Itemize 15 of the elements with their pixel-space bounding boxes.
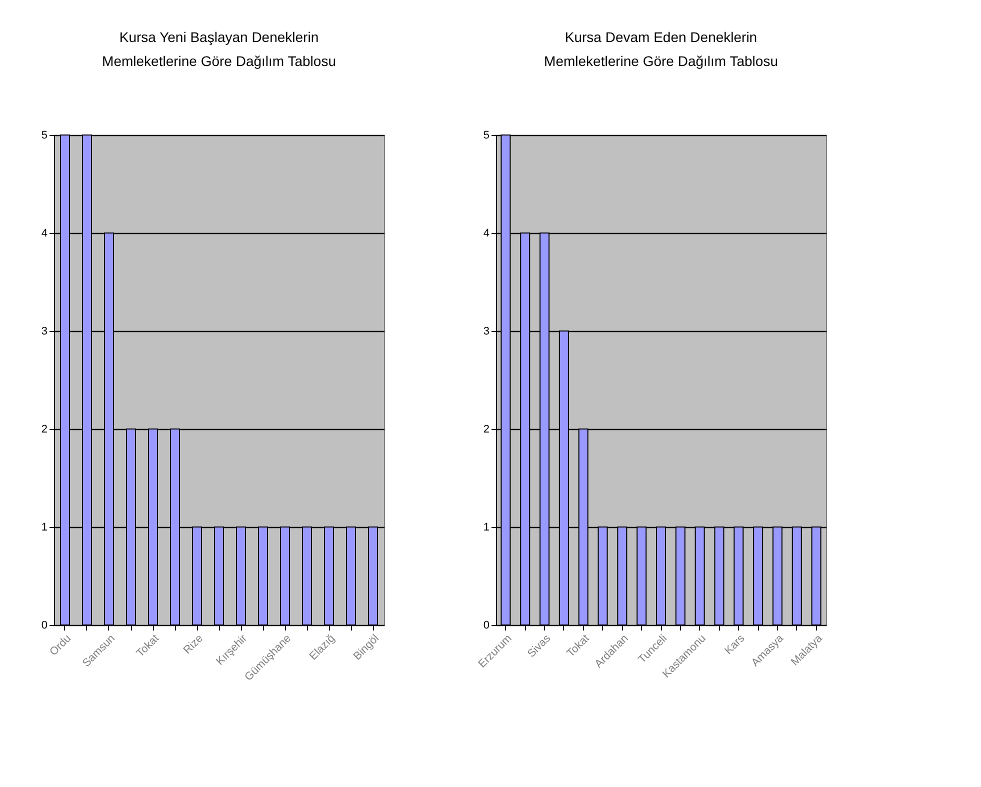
y-tick-label: 3 (41, 326, 48, 338)
y-tick-label: 2 (41, 424, 48, 436)
chart-title: Kursa Yeni Başlayan Deneklerin Memleketlerine Göre Dağılım Tablosu (102, 29, 336, 69)
y-tick-label: 1 (41, 522, 48, 534)
y-tick-label: 3 (483, 326, 490, 338)
chart-title: Kursa Devam Eden Deneklerin Memleketlerine Göre Dağılım Tablosu (544, 29, 778, 69)
y-tick-label: 4 (41, 228, 48, 240)
y-tick-label: 0 (483, 620, 490, 632)
y-tick-label: 4 (483, 228, 490, 240)
y-tick-label: 5 (483, 130, 490, 142)
y-tick-label: 0 (41, 620, 48, 632)
x-tick-label: Rize (181, 632, 206, 657)
y-tick-label: 1 (483, 522, 490, 534)
y-tick-label: 5 (41, 130, 48, 142)
y-tick-label: 2 (483, 424, 490, 436)
